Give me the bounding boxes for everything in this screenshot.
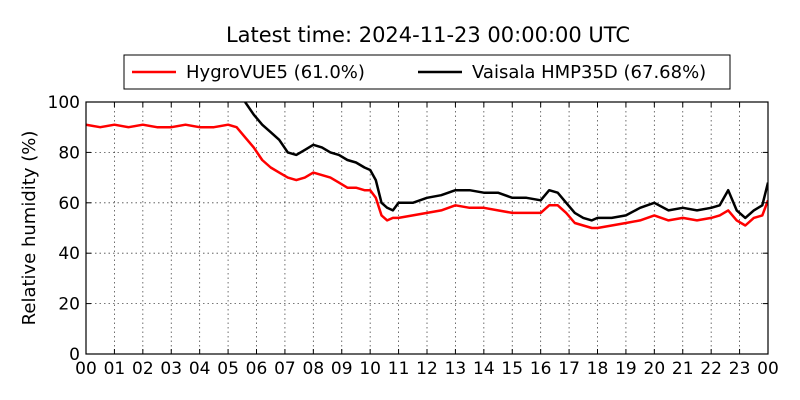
x-tick-label: 05 [217, 359, 239, 379]
x-tick-label: 18 [587, 359, 609, 379]
y-axis-label: Relative humidity (%) [19, 131, 40, 326]
x-tick-label: 16 [530, 359, 552, 379]
x-tick-label: 11 [388, 359, 410, 379]
x-tick-label: 23 [729, 359, 751, 379]
x-tick-label: 19 [615, 359, 637, 379]
y-tick-label: 60 [58, 194, 80, 214]
series-layer [86, 102, 768, 230]
x-tick-label: 10 [359, 359, 381, 379]
x-tick-label: 15 [501, 359, 523, 379]
chart-title: Latest time: 2024-11-23 00:00:00 UTC [226, 23, 630, 47]
legend-label: HygroVUE5 (61.0%) [186, 62, 365, 83]
x-axis: 00 01 02 03 04 05 06 07 08 09 10 11 12 13 14 15 16 17 18 19… [75, 102, 779, 379]
x-tick-label: 04 [189, 359, 211, 379]
y-tick-label: 100 [48, 93, 80, 113]
x-tick-label: 09 [331, 359, 353, 379]
x-tick-label: 22 [700, 359, 722, 379]
x-tick-label: 01 [104, 359, 126, 379]
x-tick-label: 03 [160, 359, 182, 379]
y-tick-label: 40 [58, 244, 80, 264]
x-tick-label: 17 [558, 359, 580, 379]
x-tick-label: 06 [246, 359, 268, 379]
legend-label: Vaisala HMP35D (67.68%) [472, 62, 706, 83]
series-line-hygrovue5 [86, 123, 768, 230]
y-tick-label: 20 [58, 295, 80, 315]
x-tick-label: 07 [274, 359, 296, 379]
x-tick-label: 00 [757, 359, 779, 379]
x-tick-label: 12 [416, 359, 438, 379]
grid-lines [86, 102, 768, 354]
x-tick-label: 21 [672, 359, 694, 379]
legend: HygroVUE5 (61.0%) Vaisala HMP35D (67.68%) [123, 54, 731, 90]
series-line-vaisala-hmp35d [244, 102, 768, 222]
y-axis: 0 20 40 60 80 100 [48, 93, 768, 365]
y-tick-label: 0 [69, 345, 80, 365]
x-tick-label: 20 [644, 359, 666, 379]
y-tick-label: 80 [58, 143, 80, 163]
x-tick-label: 02 [132, 359, 154, 379]
x-tick-label: 08 [303, 359, 325, 379]
x-tick-label: 14 [473, 359, 495, 379]
x-tick-label: 00 [75, 359, 97, 379]
x-tick-label: 13 [445, 359, 467, 379]
